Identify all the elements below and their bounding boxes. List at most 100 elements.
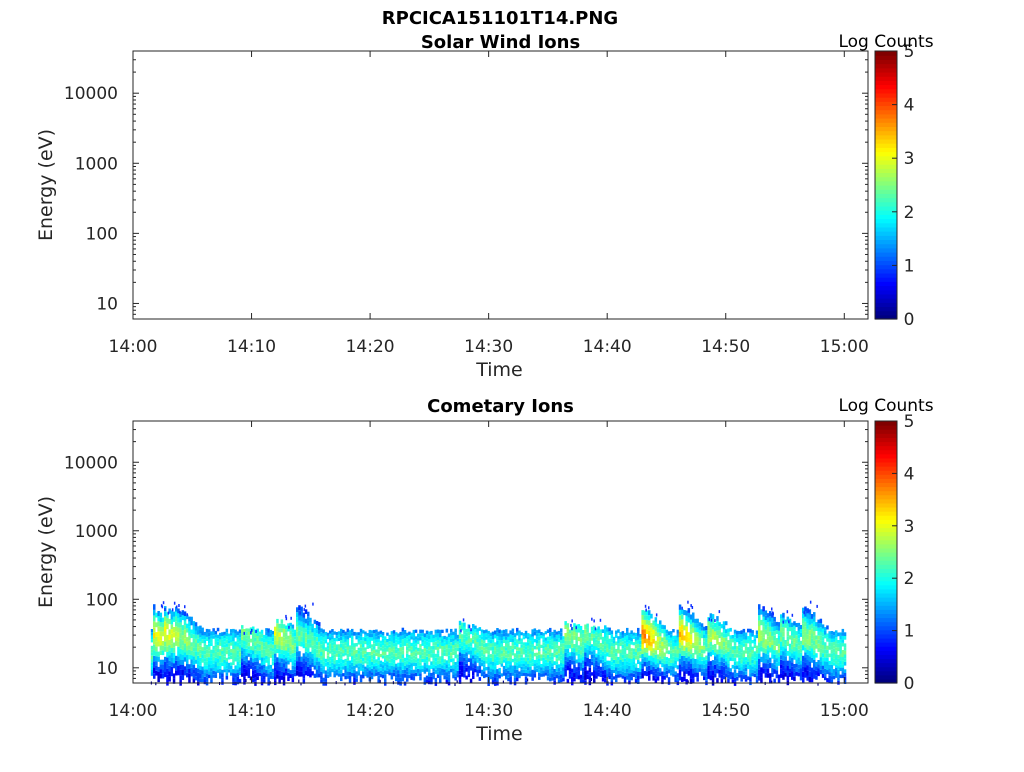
spectrogram-cell (507, 640, 510, 644)
spectrogram-cell (566, 644, 570, 649)
spectrogram-cell (219, 672, 222, 676)
spectrogram-cell (714, 656, 717, 661)
spectrogram-cell (628, 658, 631, 663)
spectrogram-cell (771, 640, 774, 645)
spectrogram-cell (835, 640, 838, 644)
spectrogram-cell (725, 673, 728, 678)
spectrogram-cell (672, 646, 675, 650)
spectrogram-cell (346, 675, 350, 679)
spectrogram-cell (513, 657, 517, 662)
spectrogram-cell (538, 640, 541, 644)
spectrogram-cell (474, 657, 477, 662)
spectrogram-cell (401, 635, 405, 640)
spectrogram-cell (423, 659, 427, 663)
spectrogram-cell (496, 648, 499, 653)
colorbar-segment (875, 289, 897, 295)
spectrogram-cell (747, 658, 750, 662)
spectrogram-cell (795, 659, 798, 664)
spectrogram-cell (505, 657, 508, 662)
spectrogram-cell (533, 631, 537, 636)
spectrogram-cell (267, 677, 270, 682)
spectrogram-cell (777, 661, 781, 666)
spectrogram-cell (410, 663, 413, 667)
x-axis-label: Time (475, 359, 523, 381)
spectrogram-cell (821, 665, 825, 670)
spectrogram-cell (469, 678, 473, 683)
spectrogram-cell (590, 637, 594, 641)
spectrogram-cell (542, 661, 545, 665)
spectrogram-cell (238, 644, 242, 649)
spectrogram-cell (507, 636, 510, 641)
spectrogram-cell (630, 630, 633, 634)
spectrogram-cell (593, 625, 596, 630)
spectrogram-cell (698, 645, 702, 649)
spectrogram-cell (806, 634, 809, 640)
spectrogram-cell (219, 639, 222, 643)
spectrogram-cell (392, 640, 396, 644)
spectrogram-cell (333, 644, 336, 648)
spectrogram-speckle (571, 627, 573, 631)
spectrogram-cell (425, 645, 429, 650)
spectrogram-cell (619, 660, 622, 664)
spectrogram-cell (694, 663, 697, 668)
spectrogram-cell (780, 632, 783, 637)
spectrogram-cell (474, 643, 477, 648)
spectrogram-cell (296, 621, 299, 627)
spectrogram-cell (791, 627, 794, 632)
spectrogram-cell (751, 666, 754, 670)
spectrogram-cell (551, 677, 554, 681)
spectrogram-cell (412, 640, 416, 645)
spectrogram-cell (304, 623, 308, 629)
spectrogram-cell (498, 667, 501, 672)
spectrogram-cell (738, 644, 741, 648)
spectrogram-cell (505, 650, 508, 655)
spectrogram-cell (344, 665, 347, 670)
spectrogram-cell (505, 639, 508, 644)
spectrogram-cell (518, 664, 521, 668)
spectrogram-cell (447, 681, 451, 686)
spectrogram-cell (384, 636, 387, 641)
spectrogram-cell (520, 657, 523, 661)
spectrogram-cell (252, 630, 255, 635)
spectrogram-cell (813, 621, 816, 627)
y-tick-label: 100 (86, 590, 118, 610)
spectrogram-cell (476, 655, 479, 660)
colorbar-segment (875, 433, 897, 438)
spectrogram-cell (835, 654, 838, 658)
spectrogram-cell (775, 621, 779, 626)
spectrogram-cell (392, 643, 396, 647)
spectrogram-cell (634, 636, 638, 641)
spectrogram-cell (236, 673, 240, 677)
spectrogram-speckle (173, 601, 176, 605)
spectrogram-cell (260, 633, 264, 638)
spectrogram-cell (346, 639, 350, 643)
spectrogram-cell (740, 641, 743, 645)
spectrogram-cell (377, 635, 380, 639)
spectrogram-cell (626, 635, 629, 639)
spectrogram-speckle (817, 682, 819, 686)
spectrogram-cell (423, 640, 427, 645)
spectrogram-cell (252, 638, 255, 643)
spectrogram-cell (601, 640, 605, 645)
spectrogram-cell (502, 656, 506, 660)
spectrogram-cell (190, 650, 193, 656)
spectrogram-cell (716, 620, 719, 626)
spectrogram-cell (203, 646, 207, 651)
spectrogram-cell (192, 629, 196, 635)
spectrogram-cell (740, 677, 743, 682)
spectrogram-cell (595, 628, 598, 633)
spectrogram-cell (463, 673, 466, 678)
spectrogram-cell (205, 657, 209, 662)
spectrogram-cell (258, 663, 262, 667)
spectrogram-cell (533, 667, 537, 671)
spectrogram-cell (617, 646, 620, 651)
spectrogram-cell (826, 633, 829, 638)
spectrogram-cell (318, 665, 321, 670)
spectrogram-cell (362, 650, 365, 655)
spectrogram-cell (307, 634, 310, 640)
spectrogram-cell (203, 658, 207, 662)
spectrogram-cell (463, 630, 466, 635)
spectrogram-cell (758, 631, 761, 637)
spectrogram-cell (505, 654, 508, 658)
spectrogram-cell (322, 649, 325, 654)
